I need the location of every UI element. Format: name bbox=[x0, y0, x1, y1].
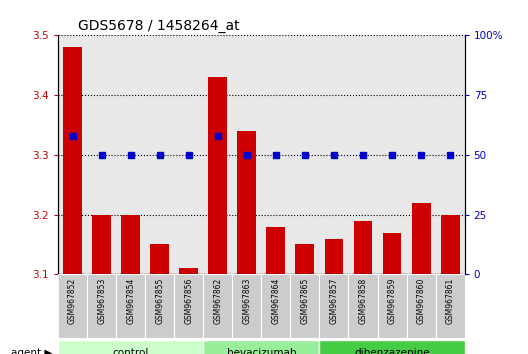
Text: GSM967854: GSM967854 bbox=[126, 278, 135, 324]
Text: control: control bbox=[112, 348, 149, 354]
Bar bbox=[121, 215, 140, 274]
Bar bbox=[319, 339, 465, 354]
Bar bbox=[238, 131, 256, 274]
Bar bbox=[63, 47, 82, 274]
Bar bbox=[92, 215, 111, 274]
Bar bbox=[407, 274, 436, 338]
Bar bbox=[174, 274, 203, 338]
Bar bbox=[232, 274, 261, 338]
Bar bbox=[203, 339, 319, 354]
Bar bbox=[290, 274, 319, 338]
Bar bbox=[203, 274, 232, 338]
Text: GSM967861: GSM967861 bbox=[446, 278, 455, 324]
Text: agent ▶: agent ▶ bbox=[11, 348, 52, 354]
Bar bbox=[354, 221, 372, 274]
Text: GSM967860: GSM967860 bbox=[417, 278, 426, 324]
Bar bbox=[267, 227, 285, 274]
Bar bbox=[348, 274, 378, 338]
Bar bbox=[58, 339, 203, 354]
Bar bbox=[325, 239, 343, 274]
Bar bbox=[87, 274, 116, 338]
Text: dibenzazepine: dibenzazepine bbox=[354, 348, 430, 354]
Text: bevacizumab: bevacizumab bbox=[227, 348, 296, 354]
Bar bbox=[209, 77, 227, 274]
Text: GDS5678 / 1458264_at: GDS5678 / 1458264_at bbox=[78, 19, 240, 33]
Text: GSM967864: GSM967864 bbox=[271, 278, 280, 324]
Bar bbox=[412, 202, 430, 274]
Bar bbox=[145, 274, 174, 338]
Bar bbox=[116, 274, 145, 338]
Text: GSM967858: GSM967858 bbox=[359, 278, 367, 324]
Text: GSM967862: GSM967862 bbox=[213, 278, 222, 324]
Bar bbox=[441, 215, 459, 274]
Text: GSM967852: GSM967852 bbox=[68, 278, 77, 324]
Text: GSM967856: GSM967856 bbox=[184, 278, 193, 324]
Bar bbox=[296, 245, 314, 274]
Bar bbox=[58, 274, 87, 338]
Bar bbox=[436, 274, 465, 338]
Bar bbox=[261, 274, 290, 338]
Bar bbox=[319, 274, 348, 338]
Text: GSM967865: GSM967865 bbox=[300, 278, 309, 324]
Bar bbox=[180, 268, 198, 274]
Text: GSM967863: GSM967863 bbox=[242, 278, 251, 324]
Bar bbox=[378, 274, 407, 338]
Text: GSM967855: GSM967855 bbox=[155, 278, 164, 324]
Text: GSM967859: GSM967859 bbox=[388, 278, 397, 324]
Bar bbox=[383, 233, 401, 274]
Text: GSM967857: GSM967857 bbox=[329, 278, 338, 324]
Text: GSM967853: GSM967853 bbox=[97, 278, 106, 324]
Bar bbox=[150, 245, 169, 274]
